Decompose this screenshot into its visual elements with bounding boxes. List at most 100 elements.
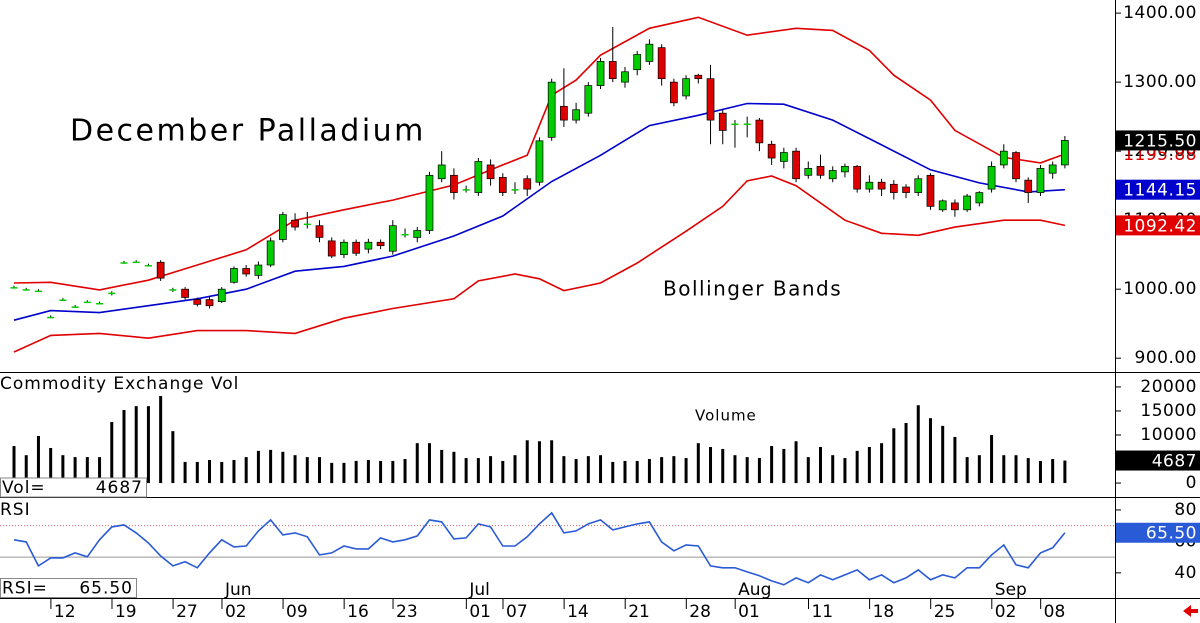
volume-bar — [61, 455, 65, 484]
volume-bar — [110, 422, 114, 484]
candle-body — [523, 178, 532, 190]
bollinger-band — [13, 102, 1065, 321]
last-price: 1215.50 — [1123, 131, 1197, 151]
candle-body — [278, 214, 287, 240]
candle-body — [755, 119, 764, 144]
candle-body — [645, 43, 654, 62]
candle-body — [181, 288, 189, 298]
volume-bar — [904, 422, 908, 484]
x-tick-label: 07 — [506, 602, 528, 622]
annotation: Volume — [695, 407, 757, 425]
volume-bar — [49, 447, 53, 484]
volume-bar — [342, 462, 346, 484]
volume-bar — [660, 457, 664, 484]
volume-bar — [525, 440, 529, 484]
candle-body — [169, 289, 177, 291]
volume-bar — [452, 451, 456, 484]
volume-bar — [122, 410, 126, 484]
volume-bar — [208, 459, 212, 484]
volume-bar — [1051, 459, 1055, 484]
candle-body — [291, 219, 299, 228]
volume-bar — [134, 406, 138, 484]
candle-body — [706, 78, 715, 121]
candle-body — [926, 174, 935, 207]
candle-body — [792, 150, 800, 180]
volume-bar — [574, 459, 578, 484]
volume-bar — [782, 448, 786, 484]
volume-bar — [696, 443, 700, 484]
candle-body — [621, 71, 629, 83]
volume-bar — [770, 446, 774, 484]
candle-body — [364, 241, 373, 250]
band-value: 1092.42 — [1123, 216, 1197, 236]
last-rsi-box — [1116, 522, 1200, 543]
volume-bar — [928, 418, 932, 484]
volume-bar — [183, 461, 187, 484]
candle-body — [633, 54, 642, 71]
volume-bar — [269, 449, 273, 484]
x-tick-label: 01 — [738, 602, 760, 622]
candle-body — [108, 292, 116, 295]
volume-bar — [220, 461, 224, 484]
volume-bar — [721, 448, 725, 484]
readout-label: RSI= — [2, 579, 48, 599]
volume-bar — [415, 443, 419, 484]
candle-body — [10, 287, 18, 289]
candle-body — [902, 186, 910, 193]
annotation: Bollinger Bands — [663, 277, 842, 301]
candle-body — [388, 225, 397, 252]
volume-bar — [476, 458, 480, 484]
x-tick-label: 01 — [469, 602, 491, 622]
volume-bar — [489, 456, 493, 484]
last-volume: 4687 — [1152, 452, 1197, 472]
candle-body — [266, 240, 275, 266]
candle-body — [999, 150, 1008, 166]
y-tick-label: 10000 — [1140, 425, 1197, 445]
volume-bar — [586, 456, 590, 484]
x-tick-label: 21 — [628, 602, 650, 622]
candle-body — [877, 181, 886, 190]
volume-bar — [831, 455, 835, 484]
volume-bar — [977, 455, 981, 484]
volume-bar — [281, 451, 285, 484]
volume-bar — [464, 458, 468, 484]
volume-bar — [953, 436, 957, 484]
x-tick-label: 08 — [1044, 602, 1066, 622]
volume-bar — [965, 457, 969, 484]
volume-bar — [171, 431, 175, 484]
candle-body — [315, 225, 324, 238]
volume-bar — [12, 446, 16, 484]
readout-box — [0, 578, 137, 598]
candle-body — [608, 61, 617, 80]
band-value-box — [1116, 215, 1200, 236]
volume-bar — [745, 457, 749, 484]
x-tick-label: 11 — [811, 602, 833, 622]
volume-bar — [36, 435, 40, 484]
volume-bar — [880, 443, 884, 484]
candle-body — [376, 241, 385, 247]
volume-bar — [1063, 460, 1067, 484]
readout-box — [0, 477, 147, 498]
candle-body — [718, 112, 727, 131]
candle-body — [193, 299, 202, 305]
month-label: Jun — [224, 580, 252, 600]
volume-bar — [440, 449, 444, 484]
volume-bar — [159, 396, 163, 484]
candle-body — [511, 189, 519, 191]
volume-bar — [195, 461, 199, 484]
candle-body — [340, 241, 348, 256]
scroll-arrow[interactable] — [1183, 605, 1198, 617]
candle-body — [865, 181, 874, 190]
last-rsi: 65.50 — [1146, 524, 1197, 544]
volume-bar — [1014, 455, 1018, 484]
volume-bar — [1026, 458, 1030, 484]
x-tick-label: 19 — [115, 602, 137, 622]
volume-bar — [855, 450, 859, 484]
y-tick-label: 20000 — [1140, 377, 1197, 397]
candle-body — [779, 152, 788, 162]
volume-bar — [916, 405, 920, 484]
volume-bar — [941, 425, 945, 484]
month-label: Sep — [995, 580, 1027, 600]
panel-title: Commodity Exchange Vol — [0, 374, 239, 394]
